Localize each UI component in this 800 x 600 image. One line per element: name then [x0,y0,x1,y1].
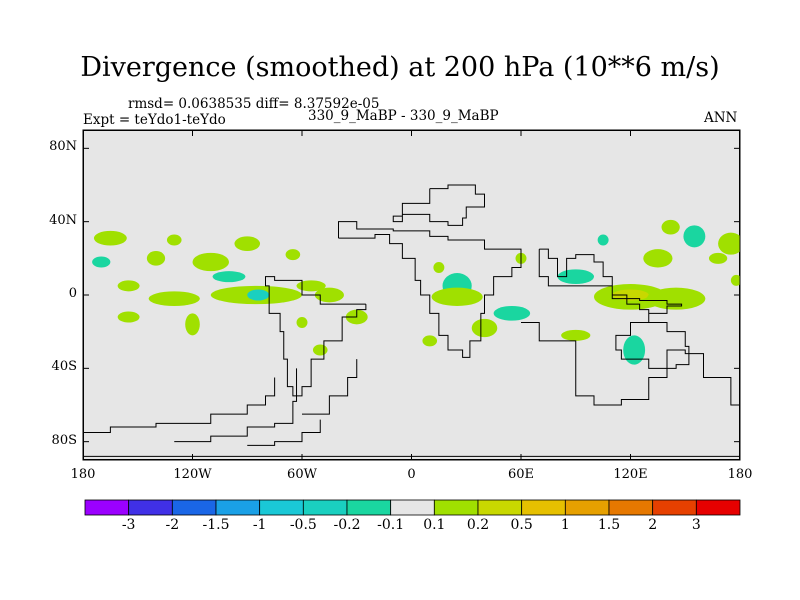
x-tick-label: 60W [287,467,317,482]
colorbar-swatch [302,499,348,516]
contour-blob [285,249,301,261]
experiment-label: Expt = teYdo1-teYdo [83,112,226,128]
contour-blob [646,287,706,310]
contour-blob [312,344,328,356]
contour-blob [597,234,609,246]
coastline [392,184,485,226]
contour-blob [561,329,591,341]
colorbar-swatch [695,499,741,516]
colorbar-label: -2 [165,517,180,533]
y-tick-label: 0 [68,286,77,301]
colorbar-label: 0.5 [510,517,533,533]
contour-blob [296,280,326,292]
colorbar-label: -0.5 [289,517,317,533]
contour-blob [431,287,483,307]
x-tick-label: 120E [613,467,648,482]
contour-blob [148,291,200,306]
colorbar-swatch [346,499,392,516]
contour-blob [612,289,649,301]
colorbar-swatch [171,499,217,516]
contour-blob [730,274,740,286]
colorbar-label: 0.2 [466,517,490,533]
colorbar-swatch [390,499,435,516]
colorbar-swatch [477,499,523,516]
contour-blob [661,219,680,235]
chart-title: Divergence (smoothed) at 200 hPa (10**6 … [80,52,720,83]
contour-blob [247,289,270,301]
y-tick-label: 80N [49,139,77,155]
colorbar-label: -0.2 [333,517,361,533]
x-tick-label: 180 [727,467,753,482]
contour-blob [117,280,140,292]
colorbar-swatch [433,499,479,516]
coastline [338,221,522,358]
colorbar-swatch [608,499,654,516]
stats-label: rmsd= 0.0638535 diff= 8.37592e-05 [128,96,380,112]
colorbar-label: 0.1 [423,517,446,533]
colorbar-swatch [128,499,173,516]
contour-blob [212,271,246,283]
contour-blob [296,317,308,328]
colorbar-swatch [259,499,304,516]
x-tick-label: 0 [407,467,416,482]
colorbar-label: 3 [691,517,701,533]
contour-blob [471,318,498,338]
contour-blob [92,256,111,268]
x-tick-label: 60E [507,467,535,482]
coastline [521,322,740,424]
colorbar-label: -0.1 [377,517,405,533]
contour-blob [146,251,166,266]
x-tick-label: 180 [70,467,96,482]
colorbar-swatch [215,499,261,516]
colorbar-swatch [84,499,130,516]
contour-blob [433,262,445,273]
contour-blob [708,252,728,264]
contour-blob [166,234,182,246]
coastline [83,377,276,433]
contour-blob [314,287,344,303]
contour-blob [718,232,740,255]
contour-blob [422,335,438,347]
colorbar-label: -1 [252,517,267,533]
y-tick-label: 40N [49,212,77,228]
colorbar-label: 1 [560,517,570,533]
colorbar-swatch [564,499,610,516]
contour-blob [185,313,200,336]
coastline [302,359,358,415]
contour-blob [643,249,673,268]
coastline [174,368,298,443]
colorbar-swatch [521,499,566,516]
y-tick-label: 40S [51,359,77,375]
coastline [247,419,321,446]
colorbar-label: 1.5 [597,517,621,533]
colorbar-label: -1.5 [202,517,230,533]
contour-blob [493,306,531,321]
contour-blob [117,311,140,323]
x-tick-label: 120W [173,467,212,482]
contour-blob [93,230,127,246]
contour-blob [234,236,261,252]
coastline [265,276,367,397]
colorbar-label: 2 [648,517,658,533]
colorbar-label: -3 [121,517,136,533]
contour-blob [192,252,229,272]
coastline [538,248,690,369]
period-label: ANN [704,110,738,126]
y-tick-label: 80S [51,432,77,448]
colorbar-swatch [652,499,697,516]
contour-blob [683,225,706,248]
contour-blob [623,335,646,365]
case-label: 330_9_MaBP - 330_9_MaBP [308,108,499,124]
